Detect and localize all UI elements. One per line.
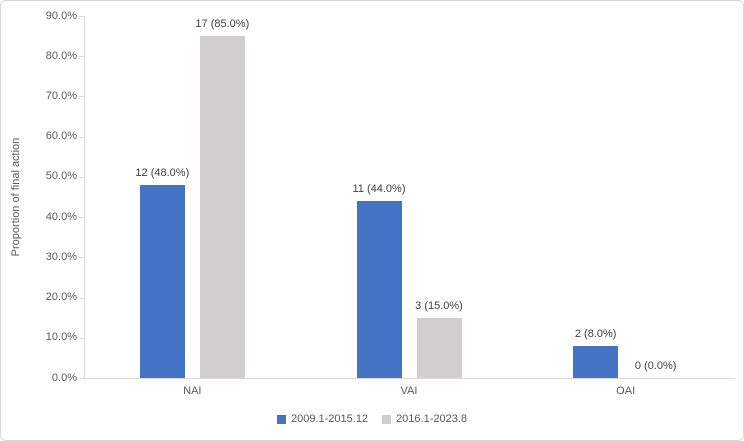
y-tick-label: 60.0% (45, 130, 77, 143)
y-tick-label: 20.0% (45, 291, 77, 304)
y-axis-title: Proportion of final action (10, 137, 22, 257)
bar-data-label: 0 (0.0%) (634, 360, 677, 372)
y-tick-mark (79, 96, 84, 98)
legend-label: 2009.1-2015.12 (290, 413, 369, 425)
y-tick-label: 0.0% (51, 371, 77, 384)
legend-item: 2009.1-2015.12 (276, 413, 369, 425)
bar-nai-2009.1-2015.12 (139, 184, 185, 378)
x-axis-line (84, 378, 735, 379)
y-axis-line (84, 16, 85, 378)
y-tick-mark (79, 176, 84, 178)
y-tick-label: 10.0% (45, 331, 77, 344)
y-tick-mark (79, 297, 84, 299)
bar-data-label: 12 (48.0%) (135, 166, 190, 179)
y-tick-label: 70.0% (45, 89, 77, 102)
y-tick-mark (79, 16, 84, 17)
y-tick-mark (79, 337, 84, 339)
y-tick-mark (79, 217, 84, 219)
legend-label: 2016.1-2023.8 (396, 413, 468, 425)
legend-swatch-icon (276, 414, 286, 424)
bar-data-label: 3 (15.0%) (415, 299, 463, 312)
legend-swatch-icon (382, 414, 392, 424)
bar-vai-2009.1-2015.12 (356, 201, 402, 378)
y-tick-label: 40.0% (45, 210, 77, 223)
y-tick-mark (79, 378, 84, 379)
bar-data-label: 17 (85.0%) (195, 18, 250, 31)
x-category-label-oai: OAI (616, 385, 636, 397)
legend-item: 2016.1-2023.8 (382, 413, 467, 425)
y-tick-label: 90.0% (45, 9, 77, 22)
x-category-label-nai: NAI (183, 385, 202, 397)
y-tick-mark (79, 56, 84, 58)
y-tick-mark (79, 136, 84, 138)
bar-vai-2016.1-2023.8 (416, 317, 462, 378)
bar-oai-2009.1-2015.12 (573, 345, 619, 378)
y-tick-label: 80.0% (45, 49, 77, 62)
legend: 2009.1-2015.12 2016.1-2023.8 (1, 409, 743, 429)
bar-data-label: 2 (8.0%) (574, 327, 617, 340)
x-category-label-vai: VAI (400, 385, 418, 397)
bar-nai-2016.1-2023.8 (199, 36, 245, 378)
y-tick-label: 30.0% (45, 250, 77, 263)
y-tick-mark (79, 257, 84, 259)
bar-data-label: 11 (44.0%) (352, 183, 406, 196)
y-tick-label: 50.0% (45, 170, 77, 183)
